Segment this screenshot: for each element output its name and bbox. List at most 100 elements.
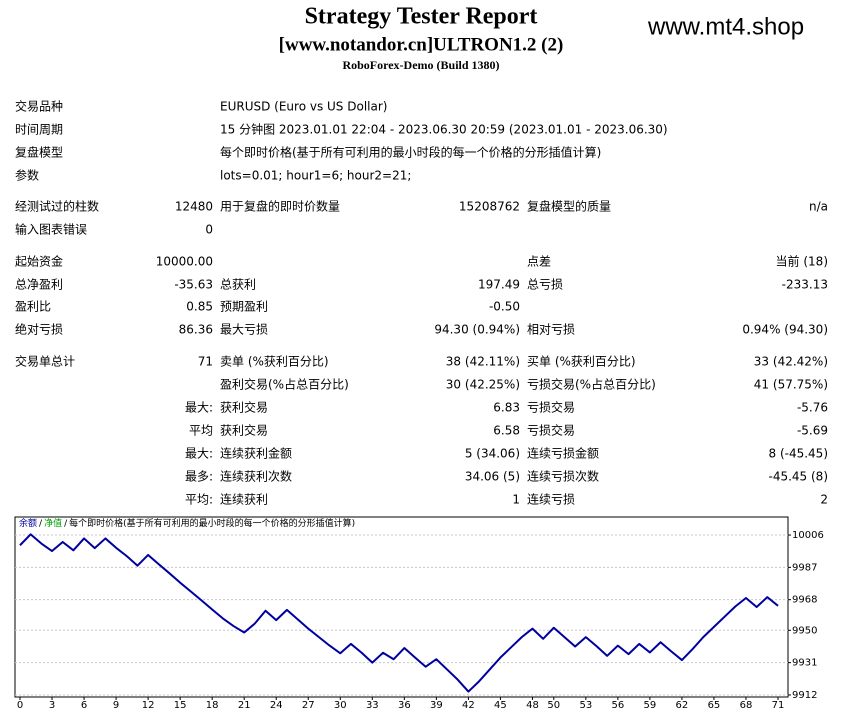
stat-label: 起始资金 [15, 254, 63, 269]
x-tick-label: 36 [398, 700, 411, 711]
report-build: RoboForex-Demo (Build 1380) [342, 58, 499, 72]
stat-value: 71 [198, 355, 213, 369]
stat-value: 38 (42.11%) [446, 355, 520, 369]
x-tick-label: 56 [611, 700, 624, 711]
stat-label: 总亏损 [527, 278, 563, 292]
stat-label: 买单 (%获利百分比) [527, 355, 636, 369]
stat-value: 197.49 [478, 278, 520, 292]
stat-label: 连续获利 [220, 492, 268, 507]
x-tick-label: 50 [547, 700, 560, 711]
stat-value: -0.50 [489, 300, 520, 314]
info-value: 每个即时价格(基于所有可利用的最小时段的每一个价格的分形插值计算) [220, 145, 601, 160]
stat-label: 点差 [527, 255, 551, 269]
stat-value: 41 (57.75%) [754, 378, 828, 392]
stat-value: -5.76 [797, 401, 828, 415]
balance-line [19, 533, 779, 693]
stat-value: -45.45 (8) [769, 470, 829, 484]
info-label: 时间周期 [15, 123, 63, 137]
stat-label: 复盘模型的质量 [527, 199, 611, 214]
stat-label: 盈利比 [15, 300, 51, 314]
stat-value: 0.94% (94.30) [742, 323, 828, 337]
x-tick-label: 24 [270, 700, 283, 711]
stat-label: 经测试过的柱数 [15, 199, 99, 214]
stat-value: 0 [205, 223, 213, 237]
y-tick-label: 9968 [792, 595, 817, 606]
stat-label: 总获利 [220, 278, 256, 292]
stat-value: 0.85 [186, 300, 213, 314]
stat-label: 连续亏损金额 [527, 446, 599, 461]
x-tick-label: 65 [708, 700, 721, 711]
stat-label: 卖单 (%获利百分比) [220, 355, 329, 369]
stat-value: 最多: [185, 470, 213, 484]
stat-value: 平均 [189, 424, 213, 438]
info-value: lots=0.01; hour1=6; hour2=21; [220, 169, 411, 183]
stat-value: 最大: [185, 447, 213, 461]
x-tick-label: 68 [740, 700, 753, 711]
stat-label: 绝对亏损 [15, 322, 63, 337]
x-tick-label: 62 [676, 700, 689, 711]
stat-value: 12480 [175, 200, 213, 214]
stat-label: 总净盈利 [15, 278, 63, 292]
stat-label: 用于复盘的即时价数量 [220, 199, 340, 214]
stat-label: 亏损交易(%占总百分比) [527, 377, 656, 392]
info-value: 15 分钟图 2023.01.01 22:04 - 2023.06.30 20:… [220, 122, 668, 137]
report-subtitle: [www.notandor.cn]ULTRON1.2 (2) [279, 34, 564, 55]
stat-value: 10000.00 [156, 255, 213, 269]
report-title: Strategy Tester Report [305, 4, 538, 30]
stat-label: 连续获利金额 [220, 446, 292, 461]
stat-value: 33 (42.42%) [754, 355, 828, 369]
stat-value: 15208762 [459, 200, 520, 214]
stat-value: 86.36 [179, 323, 213, 337]
stat-value: -35.63 [174, 278, 213, 292]
x-tick-label: 42 [462, 700, 475, 711]
info-label: 参数 [15, 168, 39, 183]
stat-value: 当前 (18) [776, 254, 828, 269]
x-tick-label: 6 [81, 700, 87, 711]
info-label: 交易品种 [15, 99, 63, 114]
stat-label: 盈利交易(%占总百分比) [220, 377, 349, 392]
stat-value: 5 (34.06) [465, 447, 520, 461]
x-tick-label: 45 [494, 700, 507, 711]
info-label: 复盘模型 [15, 145, 63, 160]
stat-label: 获利交易 [220, 423, 268, 438]
x-tick-label: 53 [579, 700, 592, 711]
y-tick-label: 10006 [792, 530, 824, 541]
legend-separator: / [64, 519, 68, 529]
x-tick-label: 39 [430, 700, 443, 711]
stat-label: 连续获利次数 [220, 469, 292, 484]
stat-value: 8 (-45.45) [769, 447, 829, 461]
stat-value: 最大: [185, 401, 213, 415]
x-tick-label: 18 [206, 700, 219, 711]
stat-label: 获利交易 [220, 400, 268, 415]
stat-label: 亏损交易 [527, 423, 575, 438]
stat-value: n/a [809, 200, 828, 214]
stat-value: 2 [820, 493, 828, 507]
legend-balance: 余额 [19, 517, 37, 529]
stat-label: 连续亏损次数 [527, 469, 599, 484]
info-value: EURUSD (Euro vs US Dollar) [220, 100, 387, 114]
x-tick-label: 0 [17, 700, 23, 711]
x-tick-label: 59 [644, 700, 657, 711]
y-tick-label: 9912 [792, 690, 817, 701]
legend-equity: 净值 [44, 517, 62, 529]
x-tick-label: 33 [366, 700, 379, 711]
stat-label: 预期盈利 [220, 300, 268, 314]
legend-separator: / [39, 519, 43, 529]
x-tick-label: 30 [334, 700, 347, 711]
x-tick-label: 71 [772, 700, 785, 711]
legend-note: 每个即时价格(基于所有可利用的最小时段的每一个价格的分形插值计算) [69, 517, 355, 529]
stat-label: 交易单总计 [15, 354, 75, 369]
x-tick-label: 48 [526, 700, 539, 711]
stat-value: 30 (42.25%) [446, 378, 520, 392]
stat-label: 相对亏损 [527, 323, 575, 337]
x-tick-label: 27 [302, 700, 315, 711]
stat-value: -5.69 [797, 424, 828, 438]
stat-label: 输入图表错误 [15, 222, 87, 237]
stat-value: 34.06 (5) [465, 470, 520, 484]
x-tick-label: 12 [142, 700, 155, 711]
stat-value: 6.83 [493, 401, 520, 415]
stat-value: 94.30 (0.94%) [434, 323, 520, 337]
x-tick-label: 21 [238, 700, 251, 711]
stat-label: 亏损交易 [527, 400, 575, 415]
